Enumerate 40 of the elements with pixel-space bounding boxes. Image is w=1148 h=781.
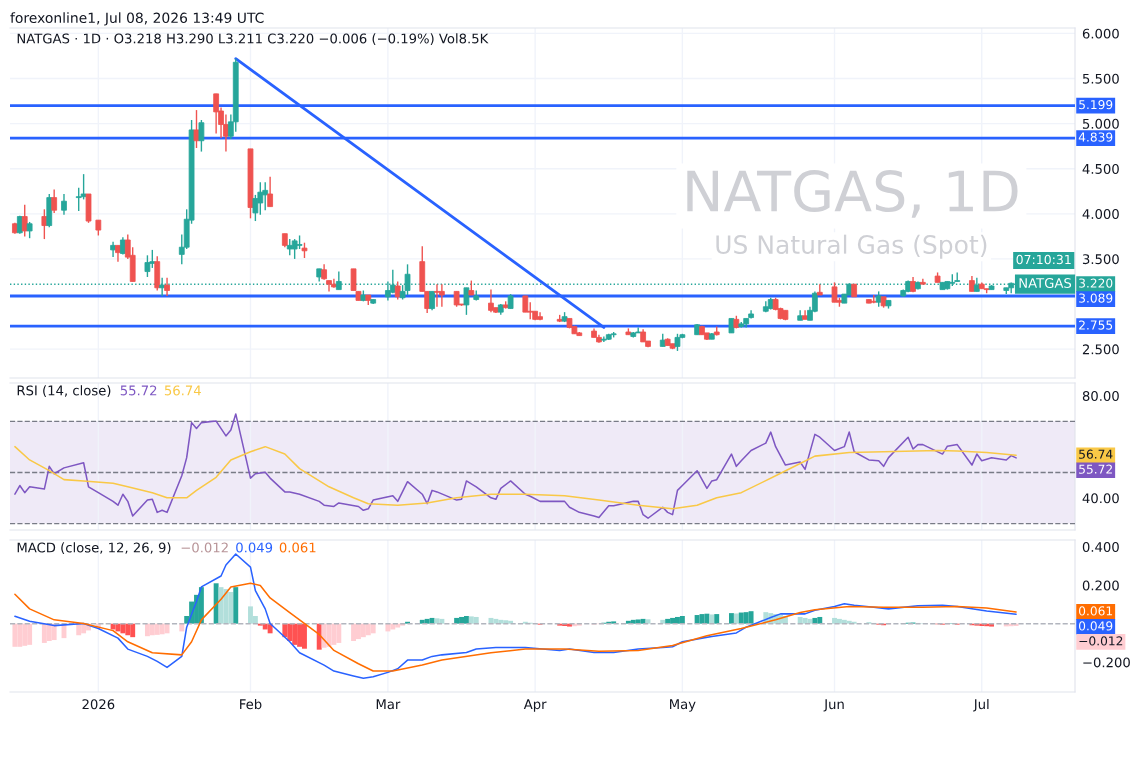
annotation: 0.049 <box>236 542 273 553</box>
annotation: NATGAS <box>1019 278 1072 289</box>
ref-line-label: 3.220 <box>1079 278 1113 288</box>
text: forexonline1, Jul 08, 2026 13:49 UTC <box>10 12 264 26</box>
y-tick-label: 3.500 <box>1082 254 1119 265</box>
x-tick-label: Jun <box>823 699 844 712</box>
x-tick-label: Apr <box>523 699 547 712</box>
ref-line-label: 4.839 <box>1078 132 1113 142</box>
x-tick-label: Jul <box>973 698 989 712</box>
y-tick-label: 40.00 <box>1082 493 1119 504</box>
y-tick-label: 0.400 <box>1082 541 1119 552</box>
annotation: −0.012 <box>181 542 228 553</box>
text: 0.061 <box>1079 606 1113 616</box>
annotation: 0.061 <box>279 542 316 553</box>
annotation: 56.74 <box>164 385 201 396</box>
x-tick-label: Feb <box>240 698 262 710</box>
annotation: 07:10:31 <box>1016 254 1071 265</box>
text: 56.74 <box>1079 449 1113 459</box>
y-tick-label: 4.500 <box>1082 163 1119 174</box>
ref-line-label: 5.199 <box>1079 99 1113 110</box>
text: 55.72 <box>1079 464 1112 474</box>
y-tick-label: 2.500 <box>1082 344 1119 355</box>
y-tick-label: 80.00 <box>1082 391 1119 401</box>
text: −0.012 <box>1079 636 1123 646</box>
y-tick-label: 6.000 <box>1082 28 1119 39</box>
chart-title: RSI (14, close) <box>17 385 111 397</box>
text: 0.049 <box>1079 621 1113 631</box>
x-tick-label: Mar <box>376 699 401 710</box>
y-tick-label: 0.200 <box>1082 580 1119 591</box>
x-tick-label: 2026 <box>82 699 115 710</box>
y-tick-label: 5.000 <box>1082 118 1119 129</box>
annotation: 55.72 <box>120 385 157 396</box>
y-tick-label: −0.200 <box>1083 657 1130 668</box>
x-tick-label: May <box>670 699 696 712</box>
chart-title: MACD (close, 12, 26, 9) <box>17 542 171 555</box>
ref-line-label: 3.089 <box>1079 293 1113 303</box>
y-tick-label: 4.000 <box>1082 209 1119 220</box>
y-tick-label: 5.500 <box>1082 73 1119 84</box>
chart-title: NATGAS · 1D · O3.218 H3.290 L3.211 C3.220 −0.006 (−0.19%) Vol8.5K <box>17 33 489 46</box>
ref-line-label: 2.755 <box>1079 320 1113 330</box>
